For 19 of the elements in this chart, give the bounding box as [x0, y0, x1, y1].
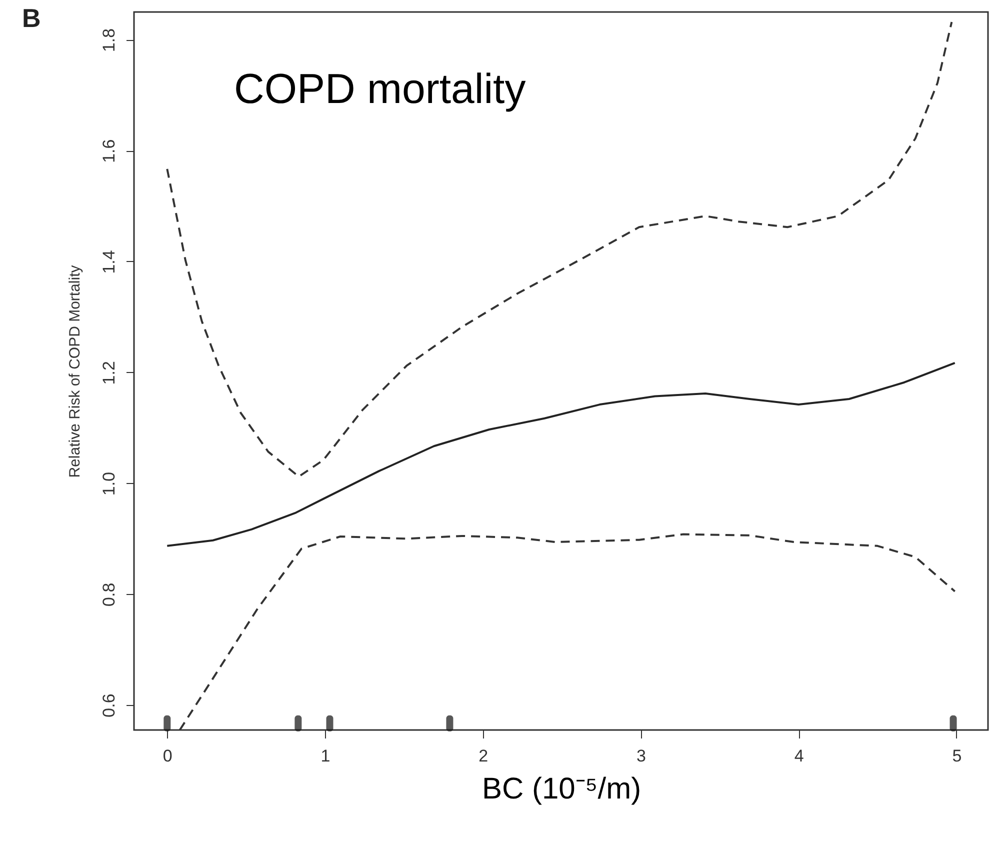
y-tick-label: 1.8: [100, 28, 118, 52]
line-series: [166, 20, 953, 478]
text: B: [22, 3, 41, 33]
x-tick-label: 2: [478, 746, 488, 766]
y-tick-label: 1.0: [100, 472, 118, 496]
y-tick-label: 1.6: [100, 139, 118, 163]
x-tick-label: 1: [320, 746, 330, 766]
x-tick-label: 0: [162, 746, 172, 766]
y-tick-label: 0.6: [100, 694, 118, 718]
y-axis-title: Relative Risk of COPD Mortality: [66, 264, 84, 478]
text: COPD mortality: [234, 65, 526, 112]
y-tick-label: 1.2: [100, 361, 118, 385]
x-tick-label: 5: [952, 746, 962, 766]
y-tick-label: 1.4: [100, 250, 118, 274]
x-tick-label: 3: [636, 746, 646, 766]
line-series: [166, 362, 956, 547]
x-axis-title: BC (10⁻⁵/m): [482, 772, 642, 806]
y-tick-label: 0.8: [100, 582, 118, 606]
x-tick-label: 4: [794, 746, 804, 766]
